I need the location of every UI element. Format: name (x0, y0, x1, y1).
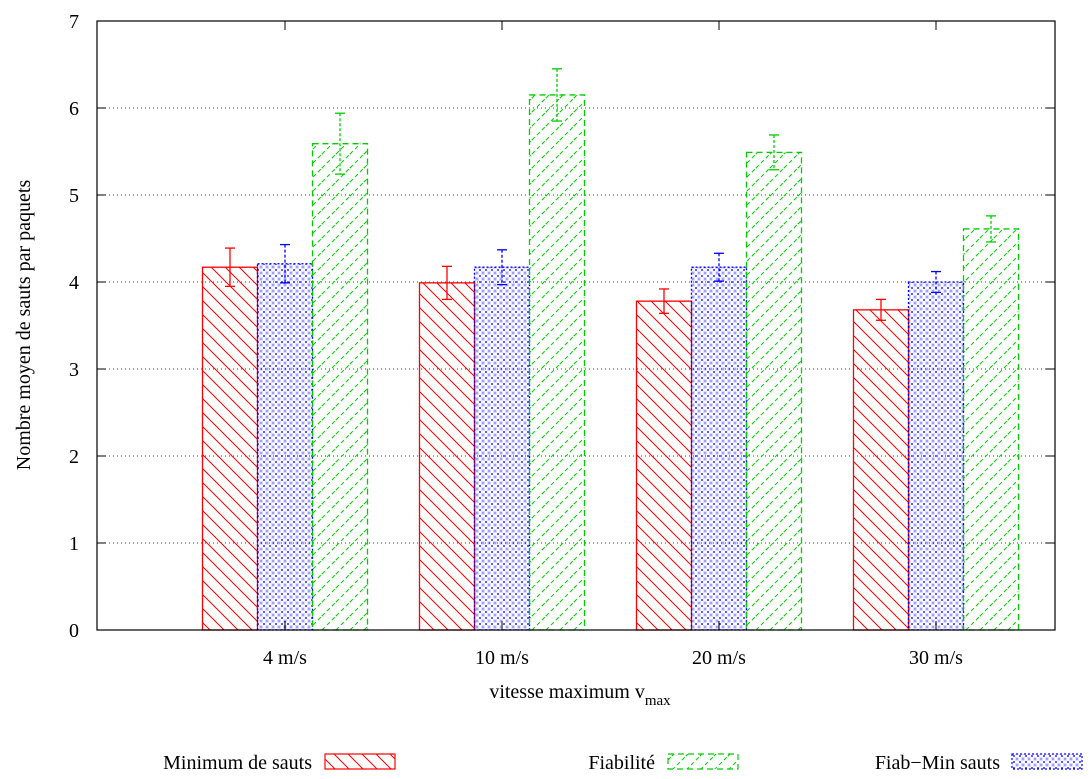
y-tick-label: 6 (69, 98, 79, 120)
y-tick-label: 4 (69, 272, 79, 294)
bar (907, 281, 965, 631)
legend-label: Minimum de sauts (163, 752, 312, 774)
y-tick-label: 3 (69, 359, 79, 381)
x-tick-label: 10 m/s (475, 647, 529, 669)
bar (690, 266, 748, 631)
bar (201, 266, 259, 631)
x-axis-label-subscript: max (645, 693, 671, 709)
bar (473, 266, 531, 631)
legend-swatch (1011, 753, 1083, 770)
legend-label: Fiab−Min sauts (875, 752, 1000, 774)
y-tick-label: 5 (69, 185, 79, 207)
plot-frame (96, 20, 1056, 631)
bar (852, 309, 910, 631)
bar (745, 151, 803, 631)
error-bars (225, 68, 996, 321)
legend-label: Fiabilité (588, 752, 655, 774)
bars (201, 94, 1020, 631)
bar (528, 94, 586, 631)
legend-swatch (324, 753, 396, 770)
bar (311, 143, 369, 631)
y-tick-label: 7 (69, 11, 79, 33)
x-axis-label-main: vitesse maximum v (489, 681, 645, 703)
legend-swatch (667, 753, 739, 770)
bar (962, 228, 1020, 631)
bar (256, 263, 314, 631)
bar (418, 282, 476, 631)
y-tick-label: 1 (69, 533, 79, 555)
y-axis: 0 1 2 3 4 5 6 7 (69, 11, 1055, 642)
x-axis-label: vitesse maximum vmax (489, 681, 671, 709)
bar (635, 300, 693, 631)
y-tick-label: 0 (69, 620, 79, 642)
y-tick-label: 2 (69, 446, 79, 468)
x-tick-label: 20 m/s (692, 647, 746, 669)
y-axis-label: Nombre moyen de sauts par paquets (13, 180, 35, 471)
x-tick-label: 30 m/s (909, 647, 963, 669)
x-tick-label: 4 m/s (263, 647, 307, 669)
legend: Minimum de sauts Fiabilité Fiab−Min sauts (163, 752, 1083, 774)
x-axis: 4 m/s 10 m/s 20 m/s 30 m/s (263, 21, 963, 669)
